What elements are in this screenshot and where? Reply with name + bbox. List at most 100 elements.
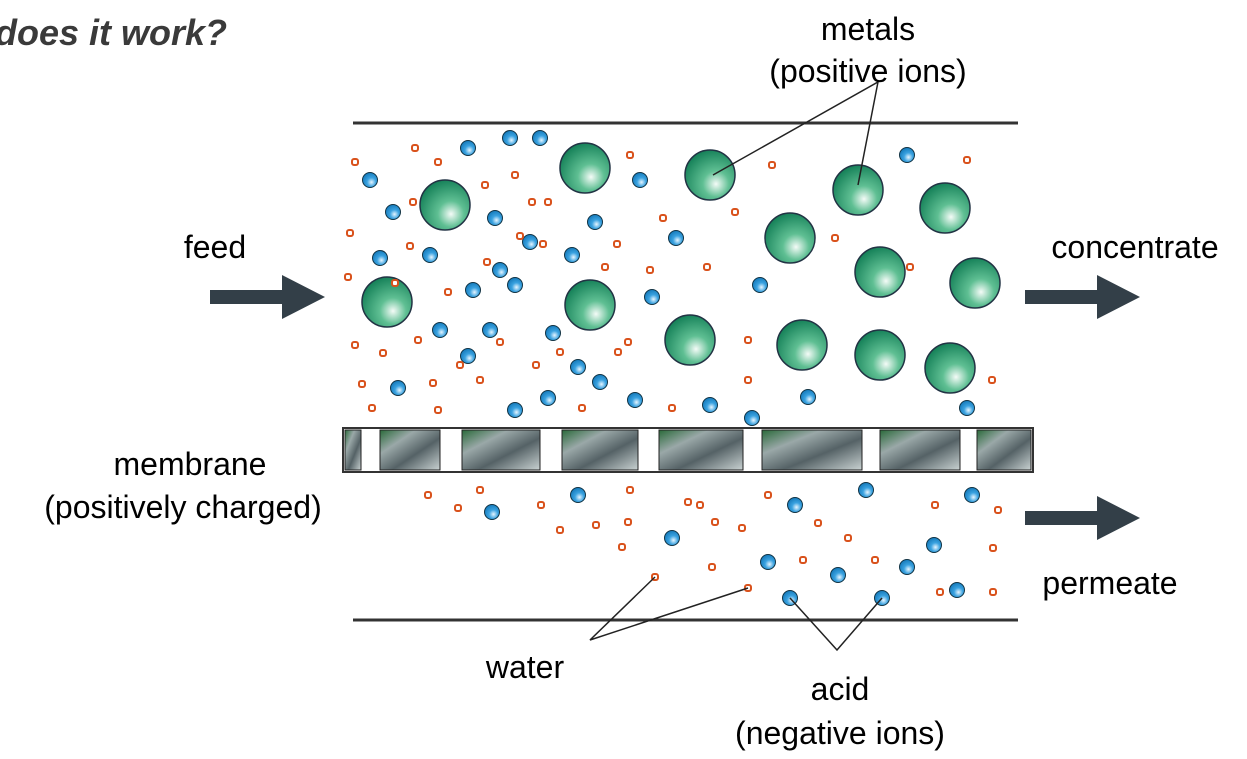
acid-ion xyxy=(508,403,523,418)
acid-ion xyxy=(633,173,648,188)
water-molecule xyxy=(538,502,544,508)
concentrate-label: concentrate xyxy=(1051,229,1218,265)
water-molecule xyxy=(482,182,488,188)
acid-ion xyxy=(503,131,518,146)
acid-ion xyxy=(900,560,915,575)
water-molecule xyxy=(477,487,483,493)
water-molecule xyxy=(359,381,365,387)
acid-ion xyxy=(761,555,776,570)
water-molecule xyxy=(627,487,633,493)
water-molecule xyxy=(512,172,518,178)
water-molecule xyxy=(380,350,386,356)
metal-ion xyxy=(855,247,905,297)
metal-ion xyxy=(920,183,970,233)
water-molecule xyxy=(995,507,1001,513)
metal-ion xyxy=(950,258,1000,308)
acid-ion xyxy=(801,390,816,405)
water-molecule xyxy=(845,535,851,541)
acid-ion xyxy=(628,393,643,408)
water-molecule xyxy=(392,280,398,286)
membrane-tile xyxy=(659,430,743,470)
membrane xyxy=(343,428,1033,472)
water-molecule xyxy=(709,564,715,570)
permeate-arrow xyxy=(1025,496,1140,540)
membrane-tile xyxy=(380,430,440,470)
membrane-label: membrane xyxy=(114,446,267,482)
acid-ion xyxy=(831,568,846,583)
water-molecule xyxy=(800,557,806,563)
water-molecule xyxy=(615,349,621,355)
acid-ion xyxy=(753,278,768,293)
acid-ion xyxy=(488,211,503,226)
water-molecule xyxy=(990,589,996,595)
membrane-tile xyxy=(462,430,540,470)
water-molecule xyxy=(455,505,461,511)
acid-ion xyxy=(927,538,942,553)
water-molecule xyxy=(457,362,463,368)
acid-ion xyxy=(950,583,965,598)
acid-ion xyxy=(859,483,874,498)
water-label: water xyxy=(485,649,565,685)
acid-ion xyxy=(645,290,660,305)
acid-ion xyxy=(363,173,378,188)
water-molecule xyxy=(412,145,418,151)
acid-sublabel: (negative ions) xyxy=(735,715,945,751)
water-molecule xyxy=(540,241,546,247)
water-molecule xyxy=(712,519,718,525)
water-molecule xyxy=(704,264,710,270)
water-molecule xyxy=(529,199,535,205)
metal-ion xyxy=(833,165,883,215)
acid-ion xyxy=(483,323,498,338)
water-molecule xyxy=(745,377,751,383)
water-molecule xyxy=(625,339,631,345)
feed-label: feed xyxy=(184,229,246,265)
feed-arrow xyxy=(210,275,325,319)
water-molecule xyxy=(669,405,675,411)
acid-ion xyxy=(386,205,401,220)
water-molecule xyxy=(407,243,413,249)
concentrate-arrow xyxy=(1025,275,1140,319)
water-molecule xyxy=(769,162,775,168)
water-molecule xyxy=(745,337,751,343)
metal-ion xyxy=(765,213,815,263)
water-molecule xyxy=(557,527,563,533)
diagram: does it work? metals (positive ions) fee… xyxy=(0,0,1247,759)
metal-ion xyxy=(925,343,975,393)
metal-ion xyxy=(777,320,827,370)
water-molecule xyxy=(557,349,563,355)
water-molecule xyxy=(415,337,421,343)
acid-ion xyxy=(433,323,448,338)
water-molecule xyxy=(765,492,771,498)
acid-ion xyxy=(461,349,476,364)
membrane-sublabel: (positively charged) xyxy=(44,489,321,525)
acid-ion xyxy=(960,401,975,416)
membrane-tile xyxy=(762,430,862,470)
water-molecule xyxy=(410,199,416,205)
acid-ion xyxy=(571,488,586,503)
membrane-tile xyxy=(977,430,1031,470)
metal-ion xyxy=(560,143,610,193)
water-molecule xyxy=(445,289,451,295)
acid-ion xyxy=(546,326,561,341)
acid-ion xyxy=(745,411,760,426)
acid-ion xyxy=(965,488,980,503)
water-molecule xyxy=(369,405,375,411)
water-molecule xyxy=(739,525,745,531)
acid-label: acid xyxy=(811,671,870,707)
metal-ion xyxy=(685,150,735,200)
acid-ion xyxy=(703,398,718,413)
metal-ion xyxy=(855,330,905,380)
acid-ion xyxy=(565,248,580,263)
water-molecule xyxy=(872,557,878,563)
water-molecule xyxy=(660,215,666,221)
metal-ion xyxy=(420,180,470,230)
acid-ion xyxy=(423,248,438,263)
acid-ion xyxy=(588,215,603,230)
water-molecule xyxy=(593,522,599,528)
water-molecule xyxy=(990,545,996,551)
acid-ion xyxy=(900,148,915,163)
acid-ion xyxy=(669,231,684,246)
water-molecule xyxy=(937,589,943,595)
water-molecule xyxy=(435,407,441,413)
acid-ion xyxy=(461,141,476,156)
